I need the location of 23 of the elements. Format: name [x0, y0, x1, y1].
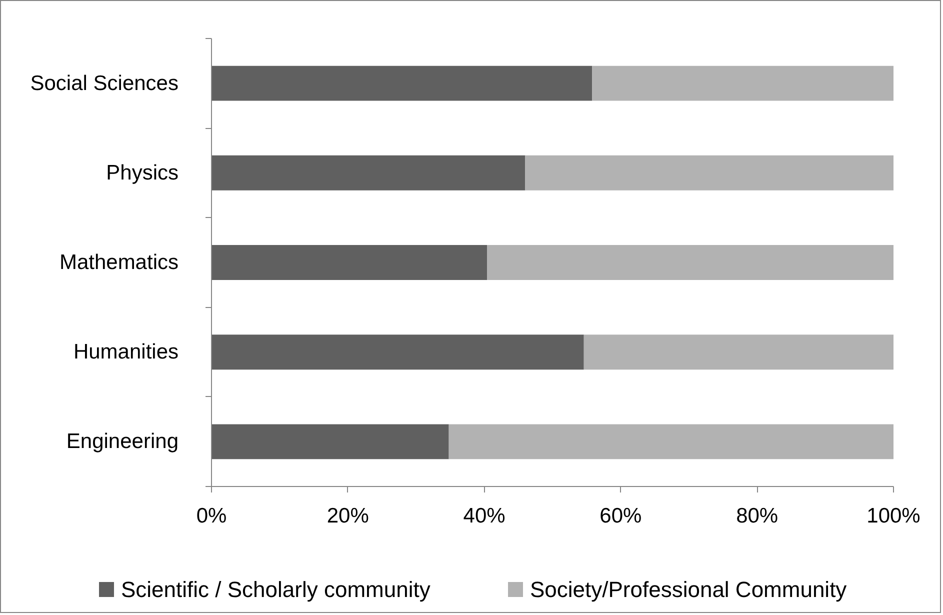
y-tick-label: Humanities	[73, 340, 179, 364]
bar	[487, 245, 894, 280]
bar	[584, 334, 894, 370]
bar	[212, 66, 592, 101]
x-tick-label: 100%	[866, 504, 920, 528]
y-tick-label: Physics	[106, 161, 179, 184]
bar	[448, 424, 894, 460]
y-tick-label: Mathematics	[59, 251, 179, 274]
y-tick-label: Social Sciences	[30, 72, 179, 95]
bar	[592, 66, 894, 101]
bar	[212, 334, 584, 370]
x-tick-label: 40%	[463, 504, 506, 528]
y-tick-label: Engineering	[66, 430, 179, 454]
legend-label: Society/Professional Community	[530, 576, 847, 604]
x-tick-label: 0%	[196, 504, 227, 528]
x-tick-label: 60%	[600, 504, 642, 528]
bar	[212, 424, 449, 460]
bar	[212, 245, 488, 280]
bar	[212, 155, 526, 190]
x-tick-label: 20%	[326, 504, 369, 528]
x-tick-label: 80%	[736, 504, 778, 528]
bar	[525, 155, 894, 190]
legend-label: Scientific / Scholarly community	[121, 576, 430, 604]
